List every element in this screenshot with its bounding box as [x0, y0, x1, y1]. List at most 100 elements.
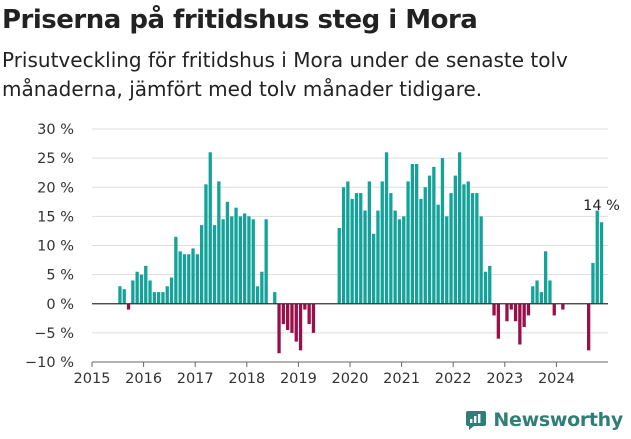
bar	[200, 225, 204, 304]
x-tick-label: 2022	[435, 371, 472, 387]
bar	[449, 193, 453, 304]
bar	[307, 303, 311, 325]
bar	[427, 175, 432, 304]
bar	[273, 292, 277, 304]
bar	[161, 292, 165, 304]
bar	[599, 222, 604, 304]
bar	[505, 303, 509, 322]
bar	[212, 225, 217, 304]
y-tick-label: 20 %	[37, 180, 74, 196]
x-tick-label: 2024	[538, 371, 575, 387]
chart-title: Priserna på fritidshus steg i Mora	[2, 5, 478, 35]
bars	[118, 152, 604, 354]
bar	[587, 303, 591, 351]
y-tick-label: 0 %	[46, 297, 74, 313]
bar	[290, 303, 294, 333]
bar	[410, 163, 414, 304]
x-tick-label: 2023	[486, 371, 523, 387]
bar	[419, 198, 423, 304]
bar	[367, 181, 371, 304]
y-tick-label: −10 %	[25, 355, 74, 371]
bar	[144, 265, 148, 304]
bar	[225, 201, 230, 304]
bar	[384, 152, 389, 304]
bar	[182, 254, 187, 304]
bar	[157, 292, 161, 304]
bar	[445, 216, 449, 304]
bar	[393, 210, 397, 304]
bar	[522, 303, 526, 328]
value-annotation: 14 %	[583, 198, 620, 214]
bar	[251, 219, 255, 304]
bar	[118, 286, 122, 304]
bar	[479, 216, 483, 304]
bar	[552, 303, 556, 316]
bar	[238, 216, 242, 304]
annotations: 14 %	[583, 198, 620, 214]
bar	[221, 219, 225, 304]
bar	[539, 292, 543, 304]
y-tick-label: 25 %	[37, 151, 74, 167]
bar	[415, 163, 419, 304]
bar	[402, 216, 406, 304]
chart-subtitle: Prisutveckling för fritidshus i Mora und…	[2, 48, 568, 101]
x-tick-label: 2021	[383, 371, 420, 387]
bar	[492, 303, 496, 316]
bar	[518, 303, 522, 345]
bar	[174, 236, 178, 304]
bar	[169, 277, 174, 304]
bar	[389, 193, 393, 304]
bar	[561, 303, 565, 310]
x-tick-label: 2017	[177, 371, 214, 387]
bar	[354, 193, 359, 304]
bar	[294, 303, 298, 342]
bar	[311, 303, 316, 333]
bar	[126, 303, 131, 310]
x-tick-label: 2018	[228, 371, 265, 387]
bar	[255, 286, 260, 304]
bar	[475, 193, 479, 304]
y-tick-label: −5 %	[34, 326, 74, 342]
y-tick-label: 30 %	[37, 122, 74, 138]
bar	[380, 181, 384, 304]
bar	[135, 271, 139, 304]
bar	[152, 292, 156, 304]
gridlines	[92, 128, 608, 363]
bar	[122, 289, 126, 304]
bar	[230, 216, 234, 304]
bar	[243, 213, 247, 304]
bar	[131, 280, 135, 304]
bar	[466, 181, 470, 304]
bar	[195, 254, 199, 304]
x-tick-label: 2016	[125, 371, 162, 387]
bar	[359, 193, 363, 304]
bar	[191, 248, 195, 304]
y-tick-label: 15 %	[37, 209, 74, 225]
bar	[531, 286, 535, 304]
newsworthy-logo-icon	[466, 411, 487, 430]
bar	[458, 152, 462, 304]
bar	[462, 184, 466, 304]
bar	[303, 303, 307, 310]
bar	[488, 265, 492, 304]
bar	[350, 198, 354, 304]
bar	[234, 207, 238, 304]
bar	[346, 181, 350, 304]
bar	[281, 303, 285, 325]
bar	[496, 303, 500, 339]
x-axis: 2015 2016 2017 2018 2019 2020 2021 2022 2023 2024	[74, 361, 608, 387]
bar	[178, 251, 182, 304]
bar	[526, 303, 531, 316]
bar	[440, 158, 445, 304]
bar	[470, 193, 475, 304]
bar	[341, 187, 346, 304]
bar	[595, 210, 599, 304]
bar	[217, 181, 221, 304]
bar	[513, 303, 518, 322]
bar	[337, 228, 341, 304]
bar	[286, 303, 290, 330]
bar	[187, 254, 191, 304]
bar	[165, 286, 169, 304]
